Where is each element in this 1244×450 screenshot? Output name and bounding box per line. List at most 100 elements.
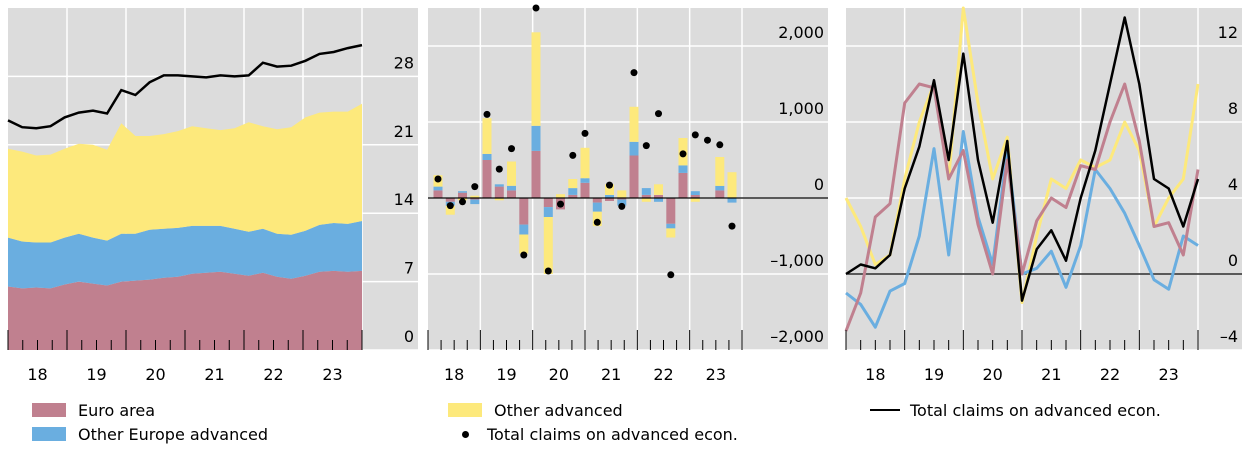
plot-background (846, 8, 1242, 350)
total-claims-dot (459, 198, 466, 206)
x-tick-label: 18 (865, 365, 885, 384)
legend-item-other-europe: Other Europe advanced (32, 422, 268, 446)
panel-stacked-area: 18 19 20 21 22 23 0 7 14 21 28 (7, 8, 418, 384)
total-claims-dot (728, 222, 736, 230)
bar-segment (605, 198, 614, 201)
bar-segment (629, 155, 639, 198)
x-tick-label: 23 (322, 365, 342, 384)
total-claims-dot (630, 69, 638, 77)
x-tick-label: 22 (653, 365, 673, 384)
other-europe-swatch (32, 427, 66, 441)
bar-segment (592, 202, 602, 212)
bar-segment (605, 195, 614, 198)
bar-segment (690, 198, 700, 202)
plot-background (428, 8, 828, 350)
bar-segment (543, 217, 553, 274)
x-tick-label: 23 (1158, 365, 1178, 384)
x-tick-label: 21 (601, 365, 621, 384)
y-tick-label: 0 (404, 327, 414, 346)
bar-segment (715, 185, 725, 191)
total-claims-dot (471, 183, 479, 191)
bar-segment (507, 185, 516, 191)
bar-segment (654, 184, 663, 195)
total-claims-dot (704, 136, 711, 144)
bar-segment (617, 199, 627, 206)
total-claims-dot (532, 4, 540, 12)
bar-segment (482, 118, 492, 154)
x-tick-label: 20 (145, 365, 165, 384)
y-tick-label: 12 (1218, 23, 1238, 42)
total-claims-dot (716, 141, 724, 149)
legend-item-total-dots: Total claims on advanced econ. (448, 422, 738, 446)
euro-area-swatch (32, 403, 66, 417)
legend-item-euro-area: Euro area (32, 398, 268, 422)
bar-segment (531, 150, 541, 198)
y-tick-label: 1,000 (778, 99, 824, 118)
line-series-0 (844, 82, 1200, 332)
x-tick-label: 22 (263, 365, 283, 384)
bar-segment (543, 207, 553, 217)
bar-segment (507, 190, 516, 198)
bar-segment (519, 224, 529, 235)
bar-segment (531, 125, 541, 151)
x-tick-label: 22 (1100, 365, 1120, 384)
bar-segment (629, 106, 639, 142)
x-tick-label: 18 (444, 365, 464, 384)
bar-segment (543, 198, 553, 208)
bar-segment (678, 165, 688, 173)
bar-segment (482, 160, 492, 198)
bar-segment (727, 172, 737, 198)
other-advanced-swatch (448, 403, 482, 417)
x-tick-label: 19 (496, 365, 516, 384)
x-tick-label: 21 (1041, 365, 1061, 384)
bar-segment (494, 186, 504, 198)
bar-segment (715, 157, 725, 186)
bar-segment (568, 188, 578, 195)
total-claims-dot (618, 202, 626, 210)
legend-label-total-dots: Total claims on advanced econ. (487, 424, 738, 444)
area-series-0 (8, 270, 362, 350)
area-series-2 (8, 103, 362, 243)
bar-segment (470, 199, 480, 205)
bar-segment (568, 195, 578, 198)
bar-segment (519, 198, 529, 225)
total-claims-dot (495, 165, 503, 173)
y-tick-label: –1,000 (770, 251, 824, 270)
bar-segment (727, 198, 737, 203)
legend-panel-2: Other advanced Total claims on advanced … (448, 398, 738, 446)
bar-segment (494, 198, 504, 201)
panel-line: 18 19 20 21 22 23 12 8 4 0 –4 (844, 6, 1242, 384)
bar-segment (531, 32, 541, 126)
bar-segment (580, 147, 590, 179)
bar-segment (556, 194, 565, 198)
panel-stacked-bar: 18 19 20 21 22 23 2,000 1,000 0 –1,000 –2,000 (427, 4, 828, 384)
area-series-1 (8, 221, 362, 289)
total-claims-dot (569, 151, 577, 159)
total-claims-dot (593, 218, 601, 226)
bar-segment (715, 190, 725, 198)
bar-segment (470, 198, 480, 200)
total-claims-dot (691, 131, 699, 139)
x-tick-label: 23 (706, 365, 726, 384)
total-claims-dot (667, 271, 675, 279)
total-claims-dot (434, 175, 442, 183)
bar-segment (641, 188, 651, 195)
legend-panel-1: Euro area Other Europe advanced (32, 398, 268, 446)
bar-segment (445, 198, 455, 202)
y-tick-label: 0 (1228, 251, 1238, 270)
total-claims-dot (520, 251, 528, 259)
x-tick-label: 20 (549, 365, 569, 384)
legend-label-euro-area: Euro area (78, 400, 156, 420)
legend-panel-3: Total claims on advanced econ. (870, 398, 1161, 422)
bar-segment (617, 190, 627, 198)
bar-segment (580, 178, 590, 183)
bar-segment (494, 184, 504, 187)
bar-segment (629, 141, 639, 156)
x-tick-label: 18 (27, 365, 47, 384)
legend-item-other-advanced: Other advanced (448, 398, 738, 422)
x-tick-label: 21 (204, 365, 224, 384)
bar-segment (580, 182, 590, 198)
y-tick-label: 8 (1228, 99, 1238, 118)
legend-label-total-line: Total claims on advanced econ. (910, 400, 1161, 420)
total-claims-dot (606, 181, 613, 189)
